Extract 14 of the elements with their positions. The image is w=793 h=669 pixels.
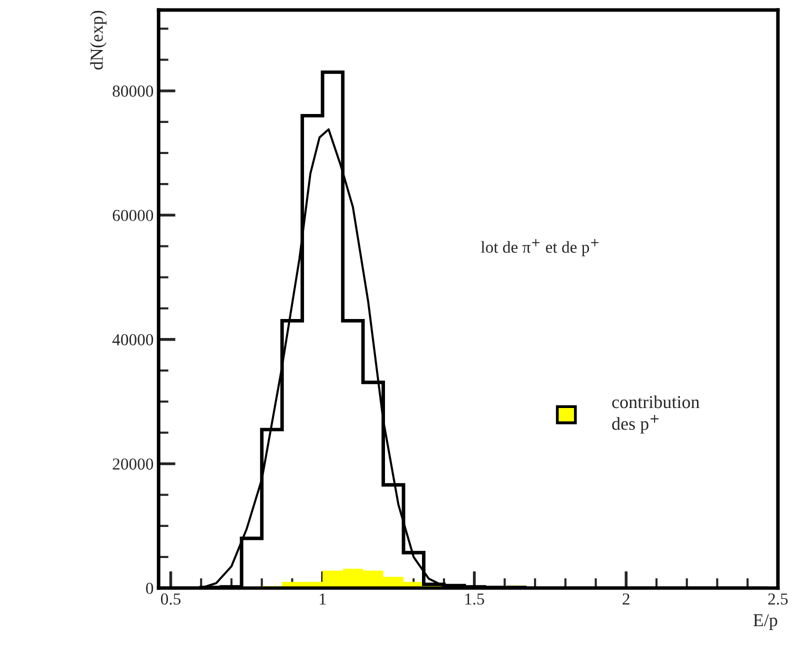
x-tick-label: 1 (320, 593, 326, 604)
y-tick-label: 0 (146, 582, 154, 594)
annotation: lot de π$^{+}$ et de p$^{+}$ (480, 238, 598, 256)
y-axis-title: dN(exp) (90, 10, 107, 70)
x-tick-label: 2.5 (768, 593, 788, 605)
y-tick-label: 60000 (112, 210, 154, 222)
y-tick-label: 40000 (112, 334, 154, 346)
legend-label: contribution des p$^{+}$ (612, 395, 700, 434)
x-tick-label: 0.5 (160, 593, 181, 605)
y-tick-label: 20000 (112, 458, 154, 470)
x-tick-label: 1.5 (465, 593, 484, 605)
y-tick-label: 80000 (112, 86, 154, 97)
x-tick-label: 2 (622, 593, 630, 604)
x-axis-title: E/p (753, 614, 778, 630)
